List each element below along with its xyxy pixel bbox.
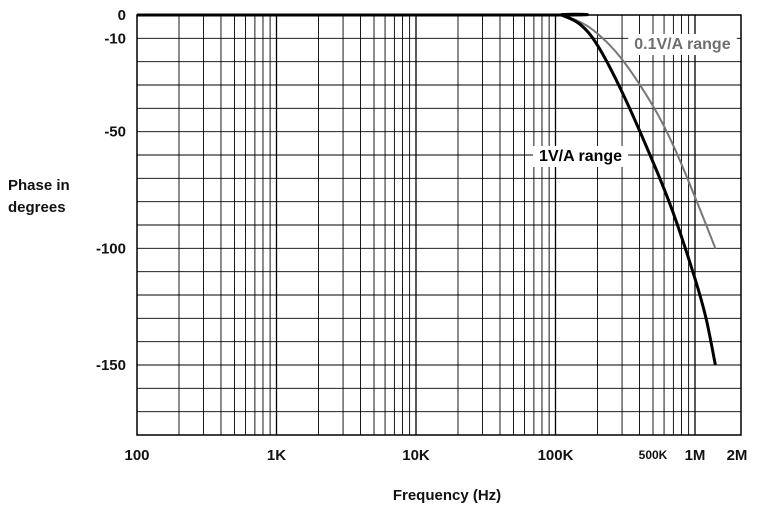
x-tick-label: 500K [639,448,668,462]
curve-label-background [628,34,737,55]
curves [137,12,717,366]
x-tick-label: 1M [685,447,706,464]
curve-label-a: 0.1V/A range [634,36,730,53]
y-axis-label-line: Phase in [8,177,70,194]
x-tick-label: 10K [402,447,430,464]
series-line-b [137,12,717,366]
y-axis-label: Phase in degrees [8,177,70,216]
x-axis-label: Frequency (Hz) [393,487,501,504]
y-axis-label-line: degrees [8,199,66,216]
x-tick-label: 100K [538,447,574,464]
y-tick-label: 0 [118,7,126,24]
y-tick-labels: 0 -10 -50 -100 -150 [96,7,126,374]
y-tick-label: -50 [104,124,126,141]
x-tick-label: 1K [267,447,286,464]
curve-labels: 0.1V/A range 1V/A range [533,34,737,167]
y-tick-label: -150 [96,357,126,374]
x-tick-label: 100 [124,447,149,464]
x-tick-labels: 100 1K 10K 100K 500K 1M 2M [124,447,747,464]
x-tick-label: 2M [727,447,748,464]
grid [137,15,741,435]
y-tick-label: -100 [96,240,126,257]
curve-label-b: 1V/A range [539,148,622,165]
curve-label-background [533,146,629,167]
y-tick-label: -10 [104,30,126,47]
